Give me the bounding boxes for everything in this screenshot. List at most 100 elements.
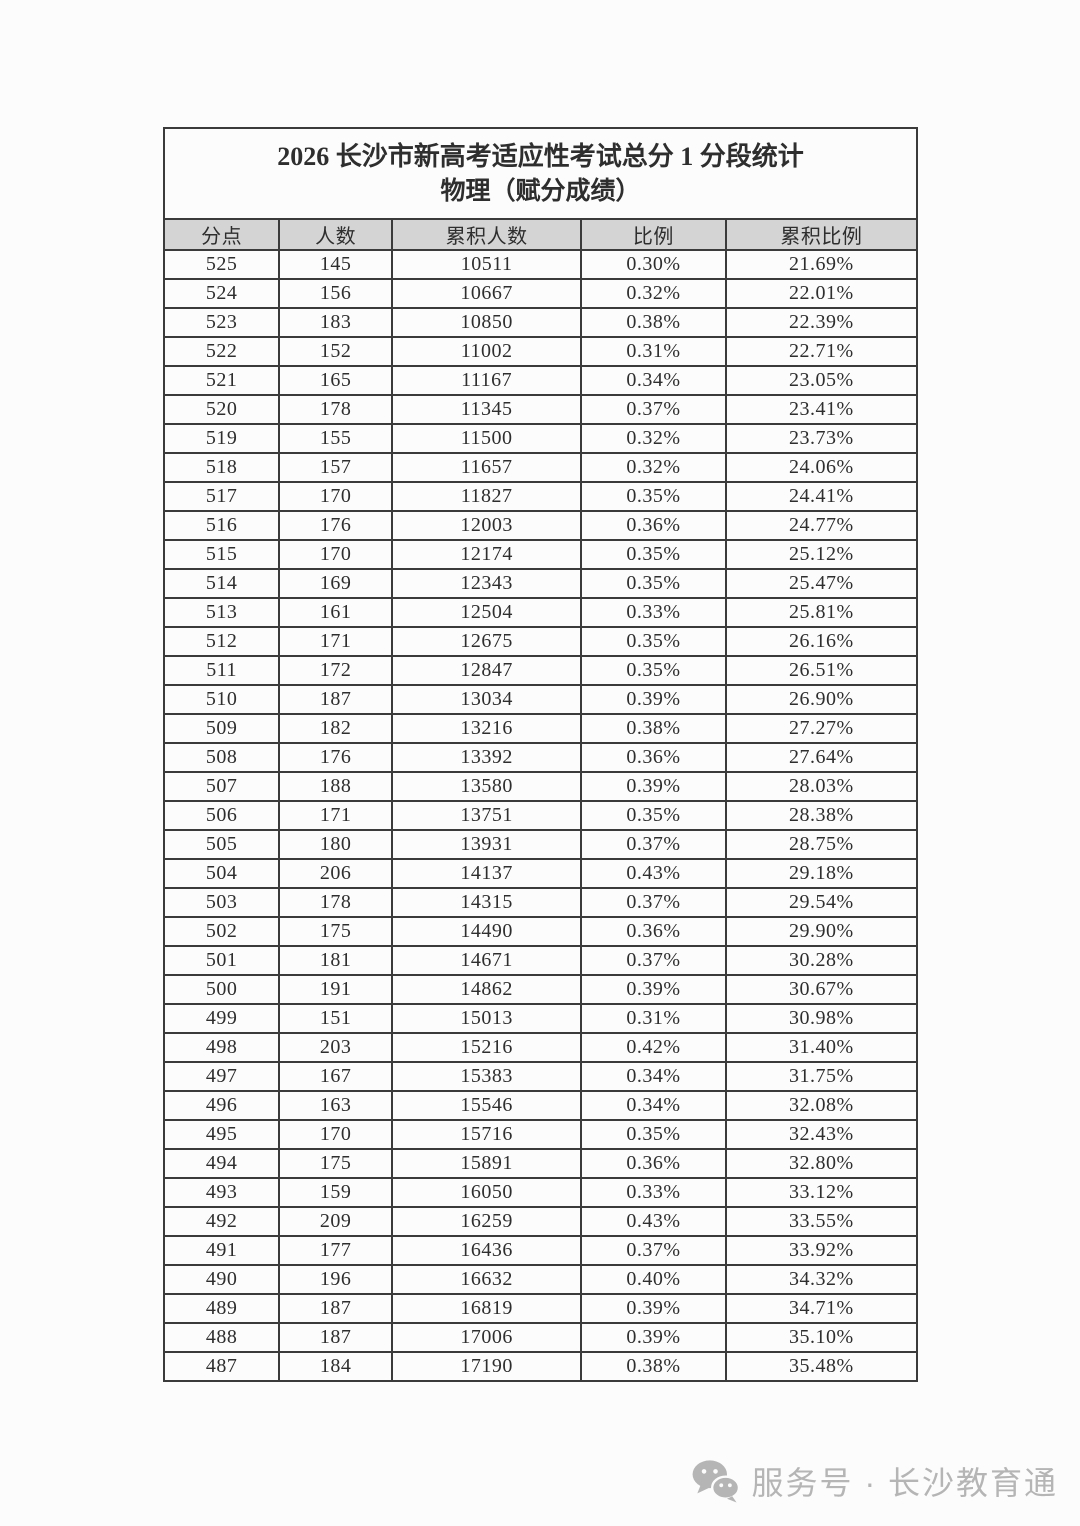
cell-cumulative-ratio: 26.16% xyxy=(724,626,919,657)
table-row: 506 171 13751 0.35% 28.38% xyxy=(162,800,919,831)
cell-cumulative-ratio: 22.39% xyxy=(724,307,919,338)
cell-score: 506 xyxy=(162,800,281,831)
cell-score: 509 xyxy=(162,713,281,744)
cell-count: 178 xyxy=(278,887,394,918)
cell-count: 170 xyxy=(278,481,394,512)
cell-count: 165 xyxy=(278,365,394,396)
cell-cumulative-ratio: 25.12% xyxy=(724,539,919,570)
cell-cumulative-ratio: 22.01% xyxy=(724,278,919,309)
cell-cumulative-ratio: 33.55% xyxy=(724,1206,919,1237)
cell-score: 513 xyxy=(162,597,281,628)
cell-score: 500 xyxy=(162,974,281,1005)
table-row: 520 178 11345 0.37% 23.41% xyxy=(162,394,919,425)
cell-score: 491 xyxy=(162,1235,281,1266)
table-row: 521 165 11167 0.34% 23.05% xyxy=(162,365,919,396)
table-row: 515 170 12174 0.35% 25.12% xyxy=(162,539,919,570)
table-row: 504 206 14137 0.43% 29.18% xyxy=(162,858,919,889)
cell-count: 187 xyxy=(278,684,394,715)
footer-text: 服务号 · 长沙教育通 xyxy=(751,1465,1058,1501)
cell-cumulative-count: 17190 xyxy=(391,1351,583,1382)
cell-cumulative-ratio: 31.75% xyxy=(724,1061,919,1092)
cell-cumulative-count: 15891 xyxy=(391,1148,583,1179)
footer-branding: 服务号 · 长沙教育通 xyxy=(692,1458,1058,1504)
cell-cumulative-ratio: 26.90% xyxy=(724,684,919,715)
wechat-icon xyxy=(692,1459,740,1503)
cell-ratio: 0.38% xyxy=(580,713,727,744)
cell-cumulative-ratio: 28.38% xyxy=(724,800,919,831)
cell-ratio: 0.37% xyxy=(580,394,727,425)
cell-score: 490 xyxy=(162,1264,281,1295)
cell-cumulative-ratio: 27.27% xyxy=(724,713,919,744)
cell-score: 512 xyxy=(162,626,281,657)
table-row: 510 187 13034 0.39% 26.90% xyxy=(162,684,919,715)
cell-score: 517 xyxy=(162,481,281,512)
table-row: 522 152 11002 0.31% 22.71% xyxy=(162,336,919,367)
table-body: 525 145 10511 0.30% 21.69% 524 156 10667 0.32% 22… xyxy=(162,249,919,1382)
cell-ratio: 0.33% xyxy=(580,1177,727,1208)
cell-ratio: 0.35% xyxy=(580,539,727,570)
cell-score: 499 xyxy=(162,1003,281,1034)
cell-cumulative-ratio: 21.69% xyxy=(724,249,919,280)
cell-cumulative-count: 11827 xyxy=(391,481,583,512)
cell-score: 511 xyxy=(162,655,281,686)
table-row: 500 191 14862 0.39% 30.67% xyxy=(162,974,919,1005)
cell-count: 152 xyxy=(278,336,394,367)
table-row: 501 181 14671 0.37% 30.28% xyxy=(162,945,919,976)
cell-cumulative-ratio: 28.75% xyxy=(724,829,919,860)
cell-cumulative-count: 12504 xyxy=(391,597,583,628)
cell-score: 496 xyxy=(162,1090,281,1121)
cell-count: 169 xyxy=(278,568,394,599)
table-title-line1: 2026 长沙市新高考适应性考试总分 1 分段统计 xyxy=(277,142,804,171)
cell-score: 492 xyxy=(162,1206,281,1237)
table-row: 490 196 16632 0.40% 34.32% xyxy=(162,1264,919,1295)
cell-cumulative-ratio: 33.12% xyxy=(724,1177,919,1208)
table-row: 491 177 16436 0.37% 33.92% xyxy=(162,1235,919,1266)
cell-ratio: 0.35% xyxy=(580,626,727,657)
cell-score: 508 xyxy=(162,742,281,773)
cell-ratio: 0.35% xyxy=(580,800,727,831)
cell-cumulative-count: 11167 xyxy=(391,365,583,396)
cell-ratio: 0.39% xyxy=(580,974,727,1005)
cell-ratio: 0.32% xyxy=(580,452,727,483)
cell-count: 178 xyxy=(278,394,394,425)
table-row: 509 182 13216 0.38% 27.27% xyxy=(162,713,919,744)
cell-ratio: 0.34% xyxy=(580,365,727,396)
cell-cumulative-ratio: 29.18% xyxy=(724,858,919,889)
cell-count: 171 xyxy=(278,800,394,831)
table-row: 499 151 15013 0.31% 30.98% xyxy=(162,1003,919,1034)
cell-score: 507 xyxy=(162,771,281,802)
table-row: 514 169 12343 0.35% 25.47% xyxy=(162,568,919,599)
cell-count: 151 xyxy=(278,1003,394,1034)
cell-ratio: 0.37% xyxy=(580,1235,727,1266)
column-header-ratio: 比例 xyxy=(580,218,727,251)
cell-cumulative-count: 16632 xyxy=(391,1264,583,1295)
cell-ratio: 0.36% xyxy=(580,1148,727,1179)
cell-cumulative-ratio: 33.92% xyxy=(724,1235,919,1266)
cell-cumulative-count: 11345 xyxy=(391,394,583,425)
cell-ratio: 0.35% xyxy=(580,481,727,512)
table-row: 519 155 11500 0.32% 23.73% xyxy=(162,423,919,454)
cell-score: 504 xyxy=(162,858,281,889)
cell-score: 502 xyxy=(162,916,281,947)
cell-score: 493 xyxy=(162,1177,281,1208)
table-row: 493 159 16050 0.33% 33.12% xyxy=(162,1177,919,1208)
table-row: 492 209 16259 0.43% 33.55% xyxy=(162,1206,919,1237)
cell-count: 155 xyxy=(278,423,394,454)
cell-cumulative-ratio: 34.71% xyxy=(724,1293,919,1324)
cell-ratio: 0.43% xyxy=(580,1206,727,1237)
cell-score: 521 xyxy=(162,365,281,396)
cell-count: 171 xyxy=(278,626,394,657)
cell-count: 196 xyxy=(278,1264,394,1295)
cell-score: 520 xyxy=(162,394,281,425)
cell-count: 172 xyxy=(278,655,394,686)
cell-ratio: 0.39% xyxy=(580,684,727,715)
cell-cumulative-count: 13392 xyxy=(391,742,583,773)
cell-cumulative-count: 13034 xyxy=(391,684,583,715)
cell-count: 163 xyxy=(278,1090,394,1121)
table-row: 502 175 14490 0.36% 29.90% xyxy=(162,916,919,947)
cell-count: 183 xyxy=(278,307,394,338)
cell-count: 175 xyxy=(278,916,394,947)
table-row: 518 157 11657 0.32% 24.06% xyxy=(162,452,919,483)
table-row: 512 171 12675 0.35% 26.16% xyxy=(162,626,919,657)
cell-cumulative-count: 14490 xyxy=(391,916,583,947)
